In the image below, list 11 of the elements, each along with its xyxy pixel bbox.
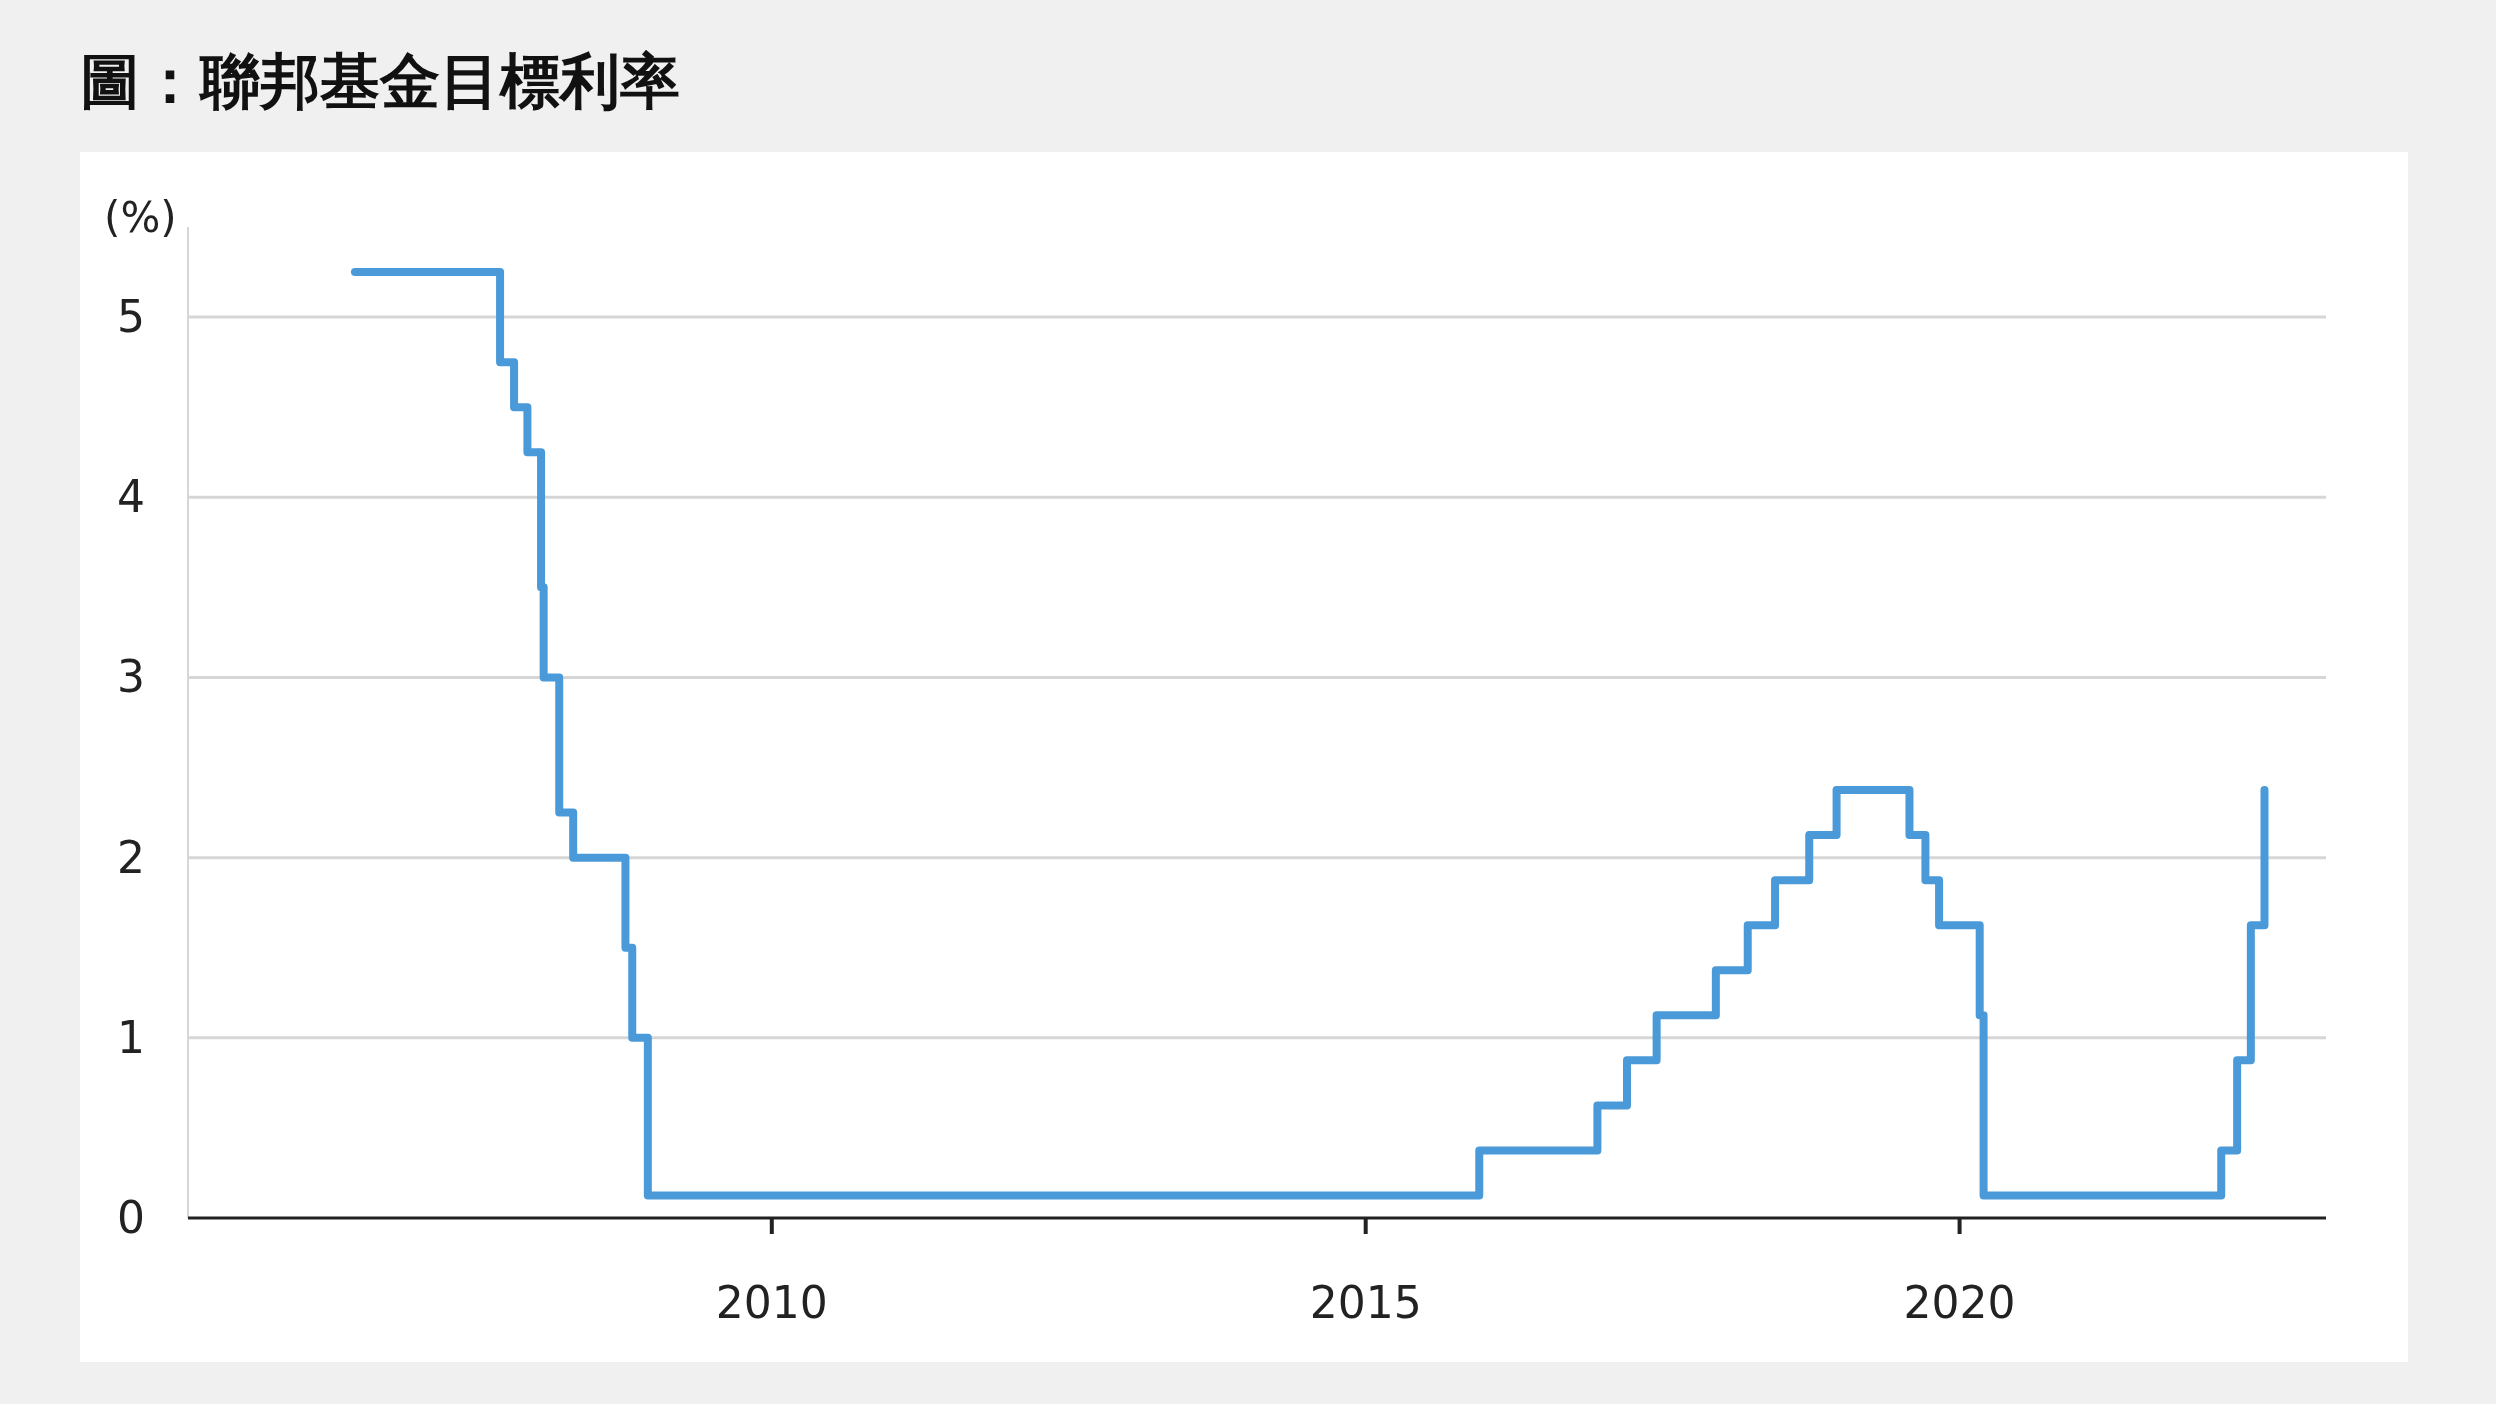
ytick: 5 [117,291,145,343]
ylabel: (%) [104,193,177,242]
ytick: 1 [117,1011,145,1063]
xtick: 2010 [715,1277,828,1328]
ytick: 2 [117,831,145,883]
title: 圖：聯邦基金目標利率 [80,46,680,116]
ytick: 4 [117,471,145,523]
xtick: 2020 [1903,1277,2016,1328]
xtick: 2015 [1309,1277,1422,1328]
ytick: 3 [117,651,145,703]
ytick: 0 [117,1192,145,1243]
